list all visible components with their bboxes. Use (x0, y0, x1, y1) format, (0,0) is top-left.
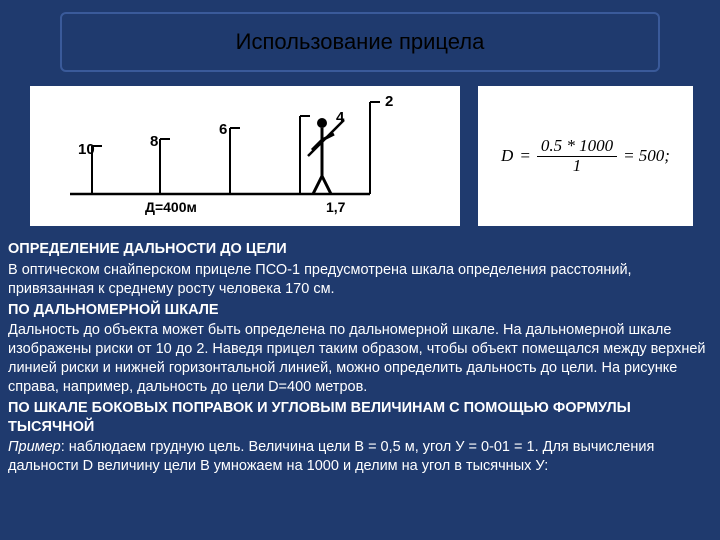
reticle-svg: 108642Д=400м1,7 (30, 86, 460, 226)
svg-text:Д=400м: Д=400м (145, 199, 197, 215)
svg-text:1,7: 1,7 (326, 199, 346, 215)
formula-fraction: 0.5 * 1000 1 (537, 137, 617, 175)
svg-text:8: 8 (150, 133, 158, 150)
reticle-diagram: 108642Д=400м1,7 (30, 86, 460, 226)
heading-1: ОПРЕДЕЛЕНИЕ ДАЛЬНОСТИ ДО ЦЕЛИ (8, 241, 287, 257)
formula-rhs: = 500; (623, 146, 670, 166)
paragraph-1: В оптическом снайперском прицеле ПСО-1 п… (8, 261, 712, 299)
formula-denominator: 1 (569, 157, 586, 176)
diagram-row: 108642Д=400м1,7 D = 0.5 * 1000 1 = 500; (30, 86, 700, 226)
svg-text:10: 10 (78, 141, 95, 158)
paragraph-2: Дальность до объекта может быть определе… (8, 321, 712, 396)
formula-lhs: D (501, 146, 513, 166)
paragraph-3: Пример: наблюдаем грудную цель. Величина… (8, 438, 712, 476)
heading-3: ПО ШКАЛЕ БОКОВЫХ ПОПРАВОК И УГЛОВЫМ ВЕЛИ… (8, 400, 631, 435)
formula-box: D = 0.5 * 1000 1 = 500; (478, 86, 693, 226)
heading-2: ПО ДАЛЬНОМЕРНОЙ ШКАЛЕ (8, 302, 219, 318)
svg-text:2: 2 (385, 93, 393, 110)
body-text: ОПРЕДЕЛЕНИЕ ДАЛЬНОСТИ ДО ЦЕЛИ В оптическ… (8, 240, 712, 478)
title-box: Использование прицела (60, 12, 660, 72)
page-title: Использование прицела (236, 29, 485, 55)
distance-formula: D = 0.5 * 1000 1 = 500; (501, 137, 670, 175)
formula-eq: = (519, 146, 530, 166)
formula-numerator: 0.5 * 1000 (537, 137, 617, 157)
